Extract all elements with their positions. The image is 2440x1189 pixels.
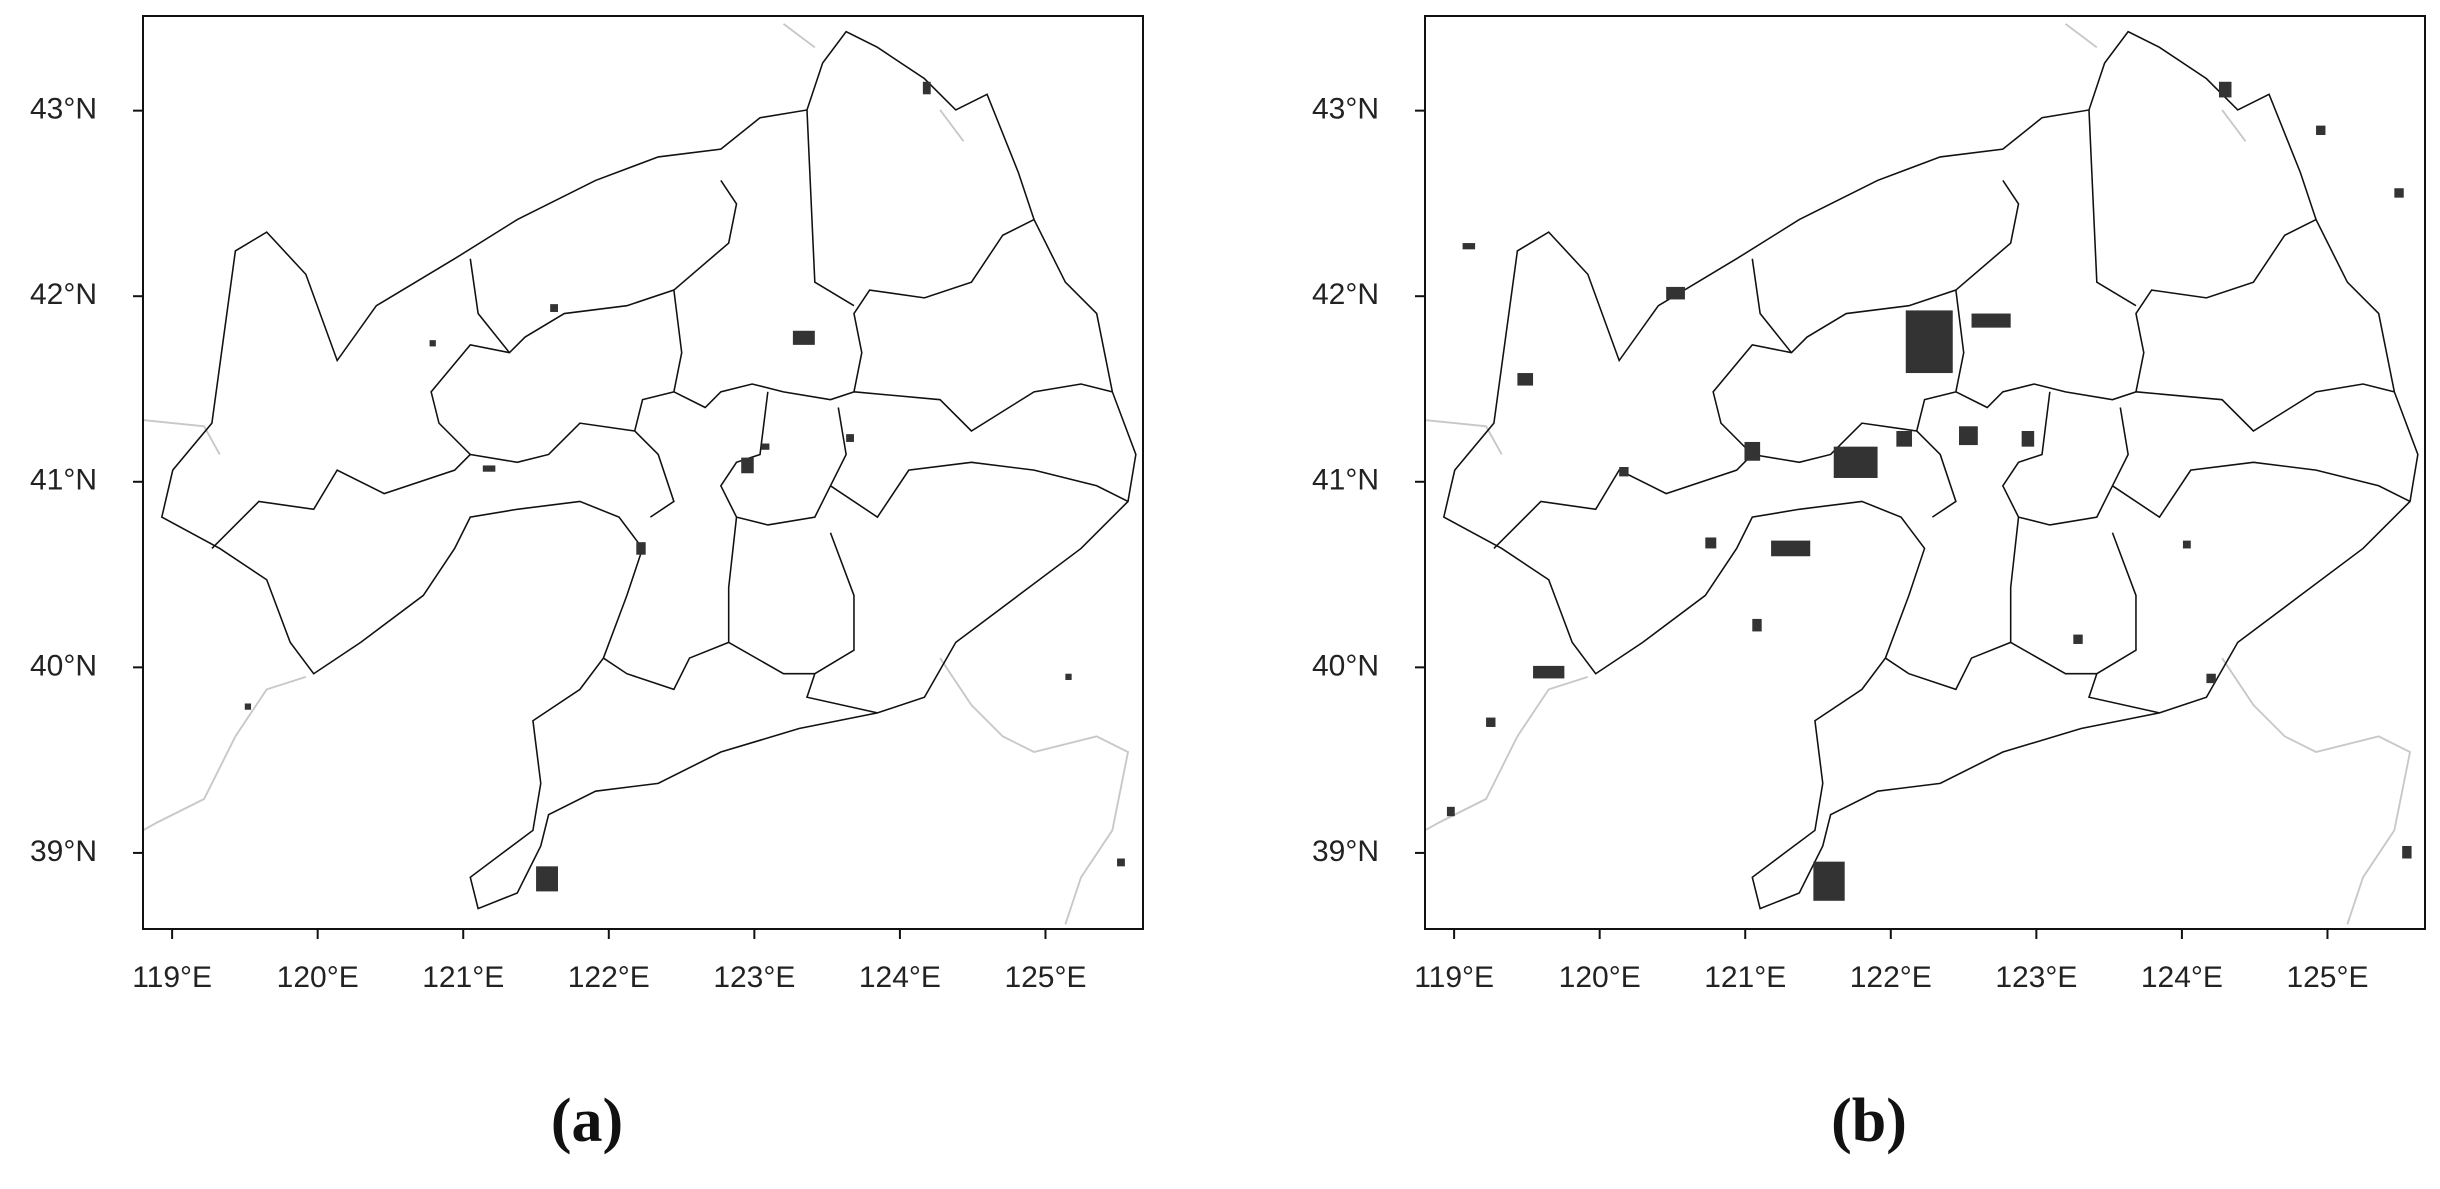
x-tick-label: 119°E — [1414, 961, 1494, 994]
panel-label: (b) — [1831, 1087, 1907, 1155]
x-tick-label: 120°E — [277, 961, 359, 994]
x-tick-label: 122°E — [1850, 961, 1932, 994]
y-tick-label: 41°N — [1312, 464, 1379, 497]
frame — [1424, 15, 2426, 930]
y-tick-label: 39°N — [1312, 835, 1379, 868]
y-tick-label: 40°N — [1312, 649, 1379, 682]
frame — [142, 15, 1144, 930]
x-tick-label: 119°E — [132, 961, 212, 994]
map-b — [1424, 22, 2419, 926]
panel-label: (a) — [551, 1087, 623, 1155]
x-tick-label: 122°E — [568, 961, 650, 994]
y-tick-label: 39°N — [30, 835, 97, 868]
y-tick-label: 43°N — [30, 93, 97, 126]
x-tick-label: 123°E — [713, 961, 795, 994]
x-tick-label: 124°E — [2141, 961, 2223, 994]
x-tick-label: 125°E — [1004, 961, 1086, 994]
y-tick-label: 42°N — [1312, 278, 1379, 311]
x-tick-label: 121°E — [1704, 961, 1786, 994]
map-a — [142, 22, 1137, 926]
y-tick-label: 41°N — [30, 464, 97, 497]
x-tick-label: 123°E — [1995, 961, 2077, 994]
y-tick-label: 43°N — [1312, 93, 1379, 126]
y-tick-label: 42°N — [30, 278, 97, 311]
x-tick-label: 120°E — [1559, 961, 1641, 994]
x-tick-label: 124°E — [859, 961, 941, 994]
x-tick-label: 121°E — [422, 961, 504, 994]
y-tick-label: 40°N — [30, 649, 97, 682]
x-tick-label: 125°E — [2286, 961, 2368, 994]
